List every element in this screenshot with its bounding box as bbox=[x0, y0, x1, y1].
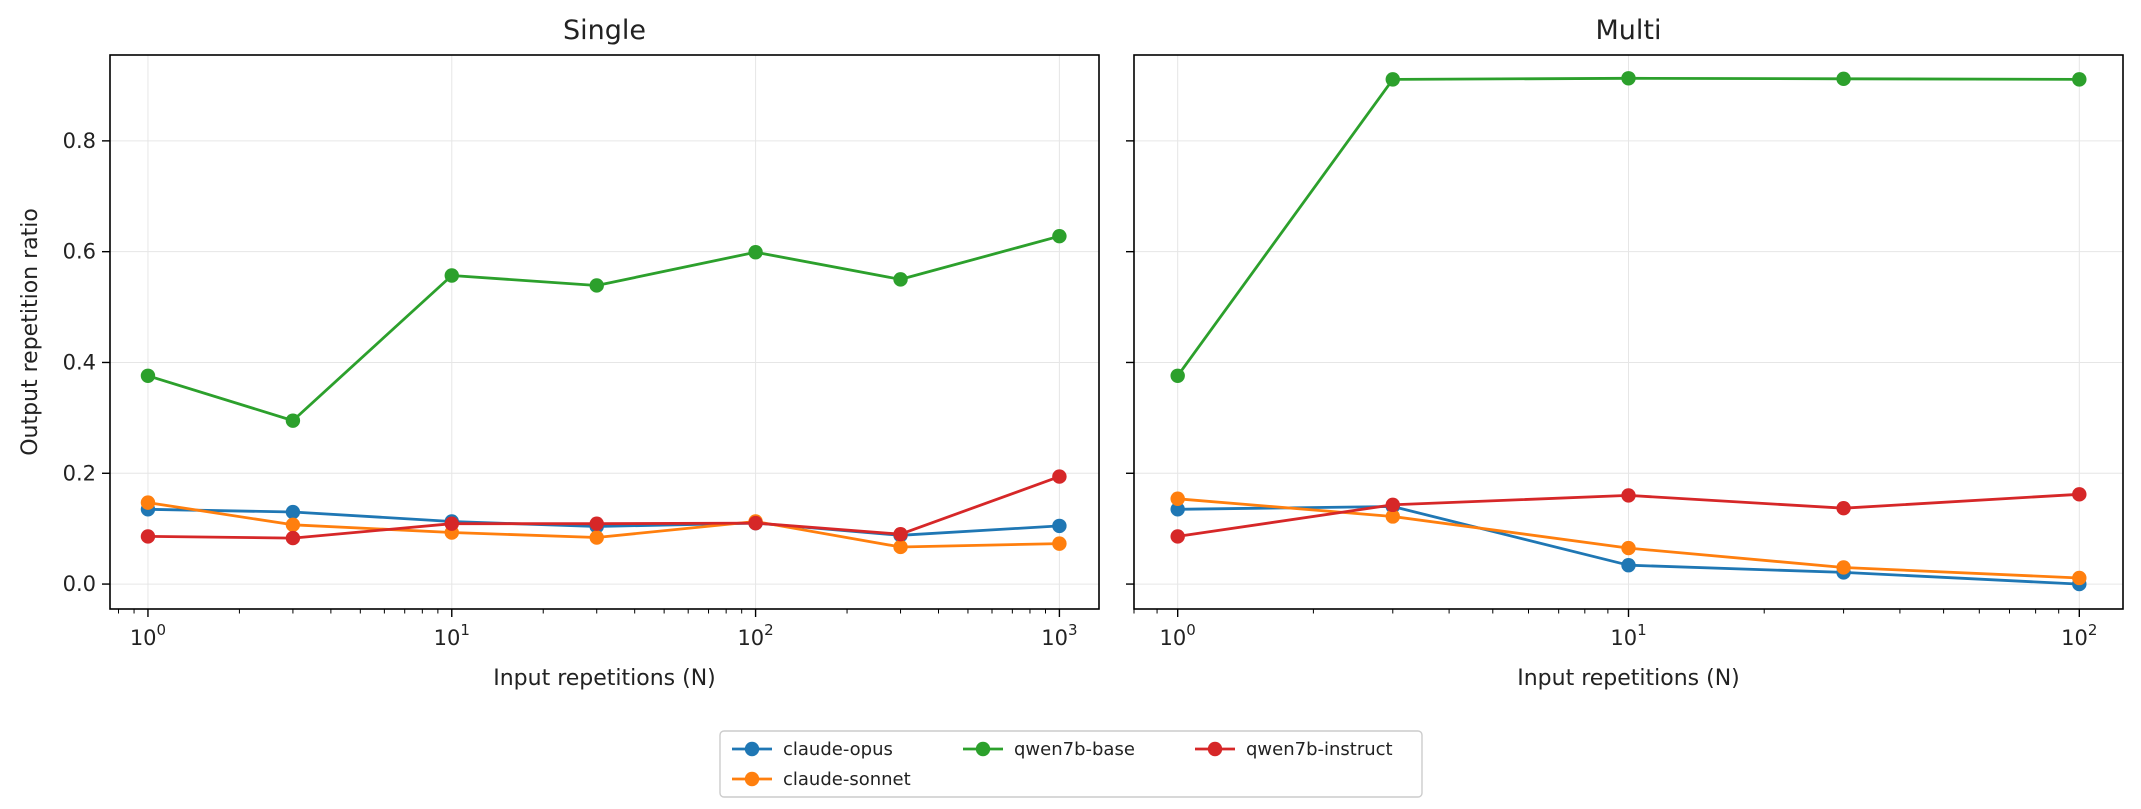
data-point bbox=[285, 517, 301, 532]
panel-multi: 100 101 102 Multi Input repetitions (N) bbox=[1126, 15, 2124, 691]
data-point bbox=[285, 530, 301, 546]
legend-marker bbox=[975, 741, 991, 757]
data-point bbox=[1170, 491, 1185, 506]
data-point bbox=[748, 245, 763, 260]
data-point bbox=[589, 278, 604, 293]
data-point bbox=[589, 530, 604, 545]
data-point bbox=[2072, 72, 2087, 87]
legend-box bbox=[719, 730, 1423, 798]
series-qwen7b-instruct bbox=[1170, 487, 2087, 544]
data-point bbox=[1385, 497, 1400, 513]
data-point bbox=[2072, 570, 2087, 586]
x-tick-label: 101 bbox=[1610, 621, 1646, 650]
data-point bbox=[1385, 509, 1400, 524]
series-claude-sonnet bbox=[1170, 491, 2087, 586]
data-point bbox=[1836, 560, 1851, 575]
series-line bbox=[147, 234, 1060, 423]
legend-label: claude-sonnet bbox=[783, 769, 911, 790]
panel-title: Single bbox=[563, 15, 646, 46]
data-point bbox=[1052, 536, 1067, 551]
data-point bbox=[1170, 368, 1185, 383]
series-qwen7b-base bbox=[1170, 71, 2087, 383]
x-tick-label: 100 bbox=[130, 621, 166, 650]
series-qwen7b-base bbox=[140, 228, 1067, 428]
y-tick-label: 0.4 bbox=[63, 350, 96, 374]
data-point bbox=[285, 413, 301, 428]
legend-entry-qwen7b-instruct: qwen7b-instruct bbox=[1195, 739, 1393, 760]
data-point bbox=[748, 515, 763, 531]
data-point bbox=[1170, 529, 1185, 544]
data-point bbox=[1052, 228, 1067, 244]
data-point bbox=[1621, 488, 1636, 503]
legend-entry-claude-sonnet: claude-sonnet bbox=[732, 769, 911, 790]
data-point bbox=[444, 268, 459, 283]
data-point bbox=[140, 368, 156, 383]
x-tick-label: 101 bbox=[434, 621, 470, 650]
legend: claude-opus claude-sonnet qwen7b-base qwen7… bbox=[719, 730, 1423, 798]
data-point bbox=[1170, 502, 1185, 517]
y-axis-label: Output repetition ratio bbox=[18, 208, 43, 456]
legend-entry-qwen7b-base: qwen7b-base bbox=[963, 739, 1135, 760]
data-point bbox=[1621, 71, 1636, 86]
y-tick-label: 0.6 bbox=[63, 240, 96, 264]
data-point bbox=[1385, 72, 1400, 87]
plot-frame bbox=[109, 54, 1100, 610]
gridlines bbox=[110, 55, 1099, 609]
data-point bbox=[1621, 558, 1636, 573]
panels: 100 101 102 103 0.0 0.2 0.4 0.6 0.8 Single Input r… bbox=[63, 15, 2124, 691]
y-tick-label: 0.2 bbox=[63, 461, 96, 485]
x-tick-label: 102 bbox=[2061, 621, 2097, 650]
panel-single: 100 101 102 103 0.0 0.2 0.4 0.6 0.8 Single Input r… bbox=[63, 15, 1100, 691]
y-tick-label: 0.0 bbox=[63, 572, 96, 596]
data-point bbox=[893, 527, 908, 542]
gridlines bbox=[1134, 55, 2123, 609]
legend-label: qwen7b-base bbox=[1014, 739, 1135, 760]
data-point bbox=[1621, 540, 1636, 556]
panel-title: Multi bbox=[1596, 15, 1662, 46]
data-point bbox=[285, 504, 301, 520]
data-point bbox=[2072, 487, 2087, 502]
x-tick-label: 102 bbox=[737, 621, 773, 650]
data-point bbox=[1836, 71, 1851, 87]
data-point bbox=[1052, 518, 1067, 534]
y-tick-label: 0.8 bbox=[63, 129, 96, 153]
data-point bbox=[140, 495, 156, 510]
data-point bbox=[589, 516, 604, 531]
data-point bbox=[1836, 500, 1851, 516]
legend-entry-claude-opus: claude-opus bbox=[732, 739, 893, 760]
series-qwen7b-instruct bbox=[140, 469, 1067, 546]
data-point bbox=[893, 539, 908, 555]
series-line bbox=[147, 475, 1060, 540]
x-tick-label: 100 bbox=[1160, 621, 1196, 650]
x-axis-label: Input repetitions (N) bbox=[1517, 666, 1740, 691]
data-point bbox=[1052, 469, 1067, 484]
legend-label: claude-opus bbox=[783, 739, 893, 760]
legend-marker bbox=[744, 771, 760, 787]
x-axis-label: Input repetitions (N) bbox=[493, 666, 716, 691]
data-point bbox=[444, 516, 459, 531]
data-point bbox=[893, 272, 908, 287]
legend-marker bbox=[744, 741, 760, 757]
x-tick-label: 103 bbox=[1041, 621, 1077, 650]
legend-marker bbox=[1207, 741, 1223, 757]
legend-label: qwen7b-instruct bbox=[1246, 739, 1393, 760]
data-point bbox=[140, 529, 156, 544]
